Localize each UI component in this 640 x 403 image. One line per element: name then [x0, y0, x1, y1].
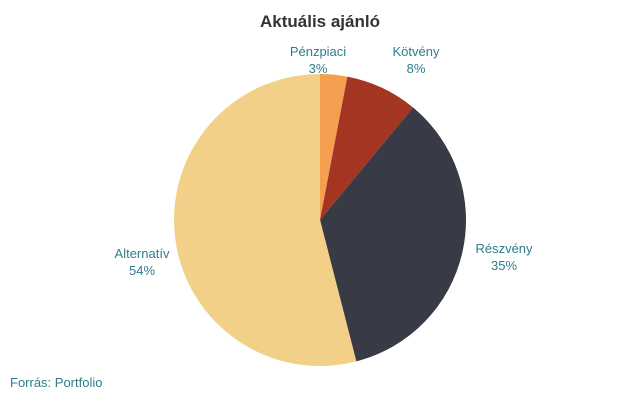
pie-slice-pénzpiaci — [320, 74, 348, 220]
source-note: Forrás: Portfolio — [10, 375, 103, 390]
slice-label-value: 35% — [491, 258, 517, 273]
slice-label-name: Részvény — [475, 241, 533, 256]
slice-label-name: Pénzpiaci — [290, 44, 346, 59]
pie-labels: Pénzpiaci 3% Kötvény 8% Részvény 35% Alternatí… — [115, 44, 534, 278]
slice-label-name: Alternatív — [115, 246, 170, 261]
pie-slice-alternatív — [173, 74, 357, 366]
pie-slices — [173, 74, 466, 366]
slice-label-name: Kötvény — [393, 44, 440, 59]
pie-slice-kötvény — [320, 76, 414, 220]
slice-label-value: 54% — [129, 263, 155, 278]
chart-title: Aktuális ajánló — [260, 12, 380, 31]
slice-label-value: 8% — [407, 61, 426, 76]
pie-slice-részvény — [320, 107, 466, 362]
slice-label-value: 3% — [309, 61, 328, 76]
